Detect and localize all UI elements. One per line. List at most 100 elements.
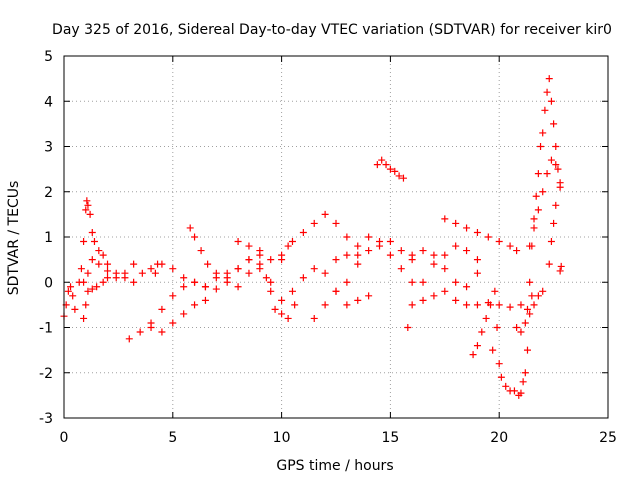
series-arc-26	[556, 262, 565, 275]
data-point	[469, 351, 477, 359]
data-point	[288, 287, 296, 295]
series-arc-25	[545, 201, 560, 268]
data-point	[90, 238, 98, 246]
data-point	[463, 224, 471, 232]
data-point	[121, 269, 129, 277]
data-point	[493, 324, 501, 331]
data-point	[284, 314, 292, 322]
data-point	[547, 97, 555, 105]
series-arc-7	[151, 256, 253, 291]
data-point	[519, 378, 527, 386]
data-point	[506, 303, 514, 311]
data-point	[223, 269, 231, 277]
data-point	[299, 274, 307, 282]
data-point	[321, 301, 329, 309]
data-point	[191, 278, 199, 286]
data-point	[212, 269, 220, 277]
data-point	[186, 224, 194, 232]
x-tick-label: 20	[490, 430, 508, 446]
data-point	[278, 296, 286, 304]
tick-labels: 0 5 10 15 20 25 -3 -2 -1 0 1 2 3 4 5	[39, 49, 617, 446]
data-point	[82, 206, 90, 214]
data-point	[545, 260, 553, 268]
data-point	[463, 283, 471, 291]
x-tick-label: 0	[60, 430, 69, 446]
data-point	[343, 278, 351, 286]
y-tick-label: 4	[44, 94, 53, 110]
data-point	[180, 274, 188, 282]
data-point	[169, 292, 177, 300]
data-point	[365, 292, 373, 300]
data-point	[201, 296, 209, 304]
x-axis-label: GPS time / hours	[276, 458, 393, 474]
data-point	[80, 278, 88, 286]
data-point	[256, 265, 264, 273]
data-point	[88, 228, 96, 236]
data-point	[288, 238, 296, 246]
y-tick-label: 5	[44, 49, 53, 65]
series-arc-9	[234, 238, 292, 264]
data-point	[104, 260, 112, 268]
data-point	[104, 274, 112, 282]
data-point	[332, 287, 340, 295]
data-point	[441, 265, 449, 273]
data-point	[191, 301, 199, 309]
data-point	[130, 278, 138, 286]
data-point	[71, 305, 79, 313]
data-point	[378, 156, 386, 164]
data-point	[93, 283, 101, 291]
data-point	[262, 274, 270, 282]
data-point	[408, 301, 416, 309]
data-point	[112, 274, 120, 282]
data-point	[397, 247, 405, 255]
data-point	[82, 301, 90, 309]
x-tick-label: 25	[599, 430, 617, 446]
data-point	[430, 292, 438, 300]
data-point	[245, 256, 253, 264]
series-arc-23	[523, 75, 564, 313]
data-point	[373, 161, 381, 169]
data-point	[539, 188, 547, 196]
data-point	[158, 328, 166, 336]
chart-title: Day 325 of 2016, Sidereal Day-to-day VTE…	[52, 22, 612, 38]
series-arc-17	[408, 247, 481, 291]
data-point	[77, 265, 85, 273]
data-point	[463, 247, 471, 255]
data-point	[191, 233, 199, 241]
data-point	[441, 287, 449, 295]
data-point	[539, 129, 547, 137]
data-point	[534, 170, 542, 178]
data-point	[234, 265, 242, 273]
data-point	[321, 210, 329, 218]
data-point	[158, 305, 166, 313]
data-point	[545, 75, 553, 83]
data-point	[223, 278, 231, 286]
data-point	[125, 335, 133, 343]
y-tick-label: -1	[39, 321, 53, 337]
y-tick-label: -3	[39, 411, 53, 427]
series-arc-8	[186, 224, 264, 291]
data-point	[99, 278, 107, 286]
data-point	[278, 310, 286, 318]
series-arc-2	[75, 197, 162, 286]
data-point	[365, 233, 373, 241]
data-point	[343, 251, 351, 259]
gridlines	[64, 56, 608, 418]
data-point	[354, 296, 362, 304]
data-point	[502, 382, 510, 390]
y-tick-label: 3	[44, 140, 53, 156]
data-point	[441, 215, 449, 223]
series-arc-4	[80, 274, 112, 322]
data-point	[547, 156, 555, 164]
data-point	[332, 219, 340, 227]
data-point	[395, 172, 403, 180]
data-point	[541, 106, 549, 114]
data-point	[486, 301, 494, 309]
data-point	[386, 251, 394, 259]
series-arc-24	[526, 156, 564, 250]
data-point	[530, 215, 538, 223]
data-point	[532, 192, 540, 200]
x-tick-label: 5	[168, 430, 177, 446]
data-point	[267, 278, 275, 286]
